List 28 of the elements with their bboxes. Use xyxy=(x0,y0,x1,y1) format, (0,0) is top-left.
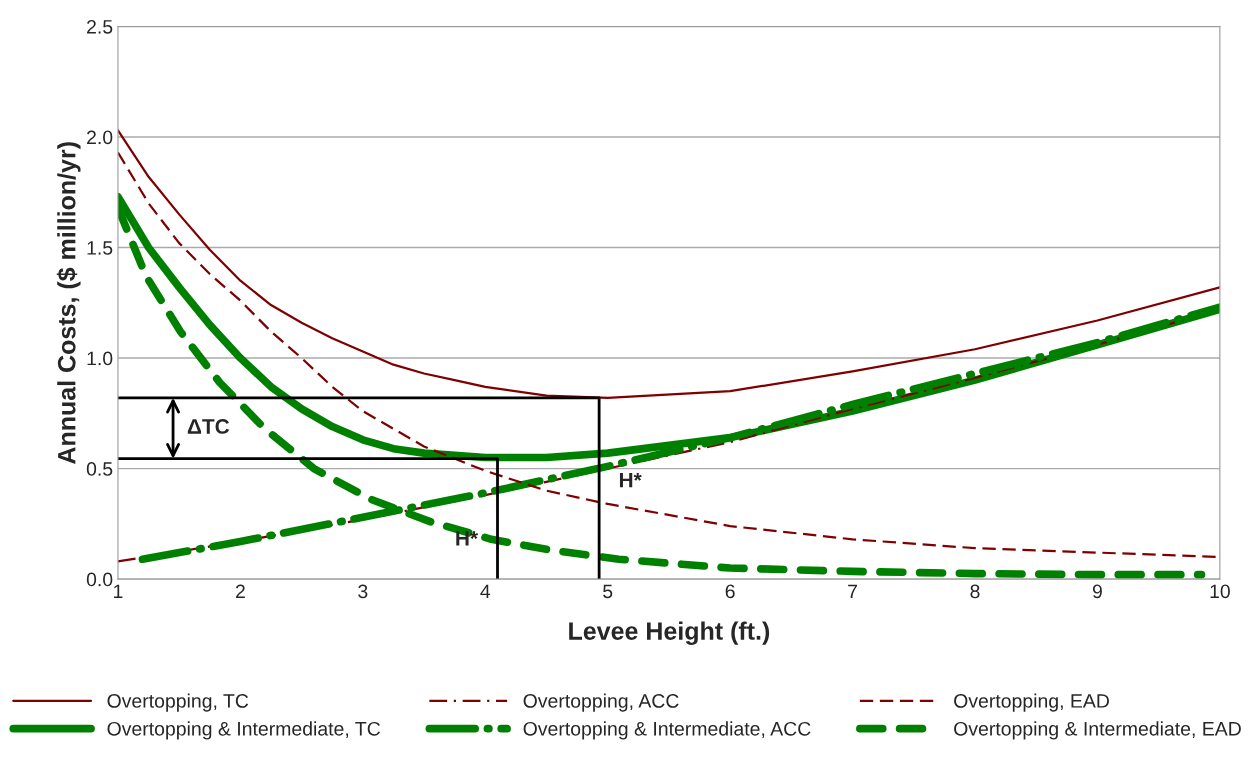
x-tick-label: 5 xyxy=(603,584,613,599)
x-tick-label: 7 xyxy=(848,584,857,599)
x-tick-label: 4 xyxy=(480,584,491,599)
y-tick-label: 2.0 xyxy=(87,130,113,145)
legend-label: Overtopping, ACC xyxy=(523,693,679,712)
y-tick-label: 0.0 xyxy=(86,572,113,587)
x-tick-label: 2 xyxy=(235,584,245,599)
y-axis-title: Annual Costs, ($ million/yr) xyxy=(56,142,81,464)
x-tick-label: 10 xyxy=(1210,584,1230,599)
x-axis-title: Levee Height (ft.) xyxy=(569,621,770,645)
annotation: H* xyxy=(456,531,479,546)
legend-label: Overtopping, TC xyxy=(107,693,249,712)
y-tick-label: 1.5 xyxy=(87,241,113,255)
x-tick-label: 1 xyxy=(114,584,123,599)
annotation: ΔTC xyxy=(187,419,230,434)
y-tick-label: 2.5 xyxy=(87,19,113,34)
line-series xyxy=(117,129,1220,399)
x-tick-label: 9 xyxy=(1092,584,1102,599)
legend-label: Overtopping, EAD xyxy=(954,693,1109,712)
legend-label: Overtopping & Intermediate, ACC xyxy=(523,721,811,740)
legend-label: Overtopping & Intermediate, EAD xyxy=(954,721,1241,740)
y-tick-label: 0.5 xyxy=(86,462,113,476)
x-tick-label: 3 xyxy=(358,584,368,599)
x-tick-label: 8 xyxy=(970,584,980,599)
annotation: H* xyxy=(619,472,642,488)
y-tick-label: 1.0 xyxy=(87,351,113,366)
x-tick-label: 6 xyxy=(725,584,735,599)
legend-label: Overtopping & Intermediate, TC xyxy=(107,721,381,740)
